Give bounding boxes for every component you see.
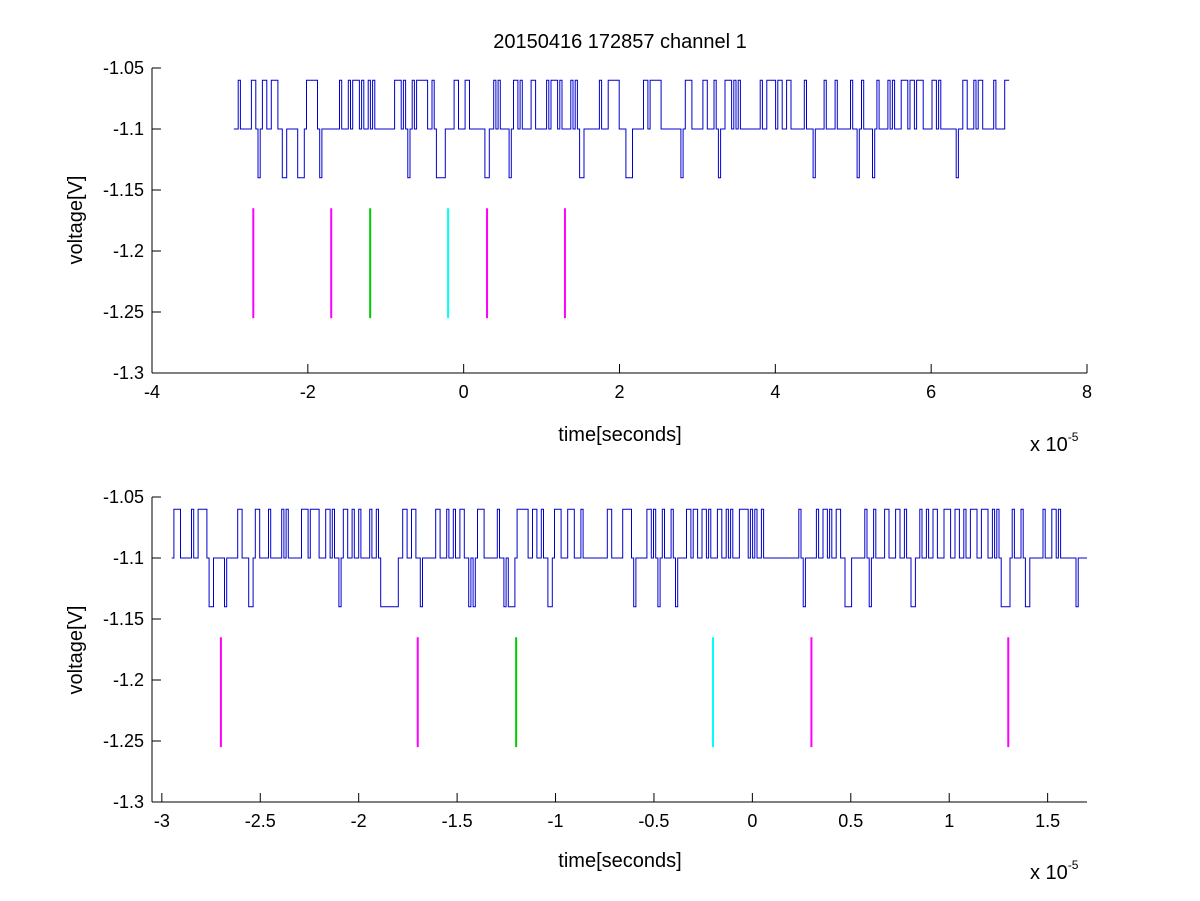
bottom-plot-x-tick-label: -0.5 <box>638 811 669 831</box>
bottom-plot-x-tick-label: -2.5 <box>245 811 276 831</box>
top-plot-y-tick-label: -1.15 <box>103 180 144 200</box>
bottom-plot-x-tick-label: -1 <box>548 811 564 831</box>
top-plot-x-tick-label: 6 <box>926 382 936 402</box>
bottom-plot-signal-line <box>171 508 1087 608</box>
bottom-plot-y-tick-label: -1.25 <box>103 731 144 751</box>
top-plot-xlabel: time[seconds] <box>558 424 681 446</box>
top-plot-x-tick-label: 4 <box>770 382 780 402</box>
top-plot-x-tick-label: -2 <box>300 382 316 402</box>
top-plot: time[seconds] voltage[V] x 10-5 -4 -2 0 2 4 6… <box>65 58 1092 456</box>
bottom-plot-x-tick-label: -2 <box>351 811 367 831</box>
bottom-plot-x-tick-label: 0.5 <box>838 811 863 831</box>
top-plot-x-tick-label: 2 <box>614 382 624 402</box>
bottom-plot-x-exponent: x 10-5 <box>1030 858 1079 884</box>
top-plot-x-tick-label: 8 <box>1082 382 1092 402</box>
top-plot-y-tick-label: -1.1 <box>113 119 144 139</box>
bottom-plot: time[seconds] voltage[V] x 10-5 -3 -2.5 -2… <box>65 487 1087 884</box>
bottom-plot-y-tick-label: -1.3 <box>113 792 144 812</box>
top-plot-x-exponent-base: x 10 <box>1030 434 1068 456</box>
bottom-plot-ylabel: voltage[V] <box>65 606 87 695</box>
bottom-plot-xlabel: time[seconds] <box>558 850 681 872</box>
bottom-plot-x-tick-label: 0 <box>747 811 757 831</box>
bottom-plot-x-tick-label: 1.5 <box>1035 811 1060 831</box>
bottom-plot-x-exponent-power: -5 <box>1068 858 1079 872</box>
top-plot-y-tick-label: -1.3 <box>113 363 144 383</box>
top-plot-y-tick-label: -1.25 <box>103 302 144 322</box>
top-plot-y-tick-label: -1.05 <box>103 58 144 78</box>
bottom-plot-x-tick-label: -1.5 <box>442 811 473 831</box>
bottom-plot-x-exponent-base: x 10 <box>1030 862 1068 884</box>
bottom-plot-y-tick-label: -1.1 <box>113 548 144 568</box>
bottom-plot-x-tick-label: -3 <box>154 811 170 831</box>
bottom-plot-y-tick-label: -1.2 <box>113 670 144 690</box>
bottom-plot-y-tick-label: -1.15 <box>103 609 144 629</box>
top-plot-x-exponent: x 10-5 <box>1030 430 1079 456</box>
top-plot-signal-line <box>233 79 1010 179</box>
bottom-plot-x-tick-label: 1 <box>944 811 954 831</box>
top-plot-ylabel: voltage[V] <box>65 176 87 265</box>
top-plot-x-tick-label: 0 <box>459 382 469 402</box>
bottom-plot-y-tick-label: -1.05 <box>103 487 144 507</box>
top-plot-x-tick-label: -4 <box>144 382 160 402</box>
figure-title: 20150416 172857 channel 1 <box>493 31 747 53</box>
top-plot-x-exponent-power: -5 <box>1068 430 1079 444</box>
top-plot-y-tick-label: -1.2 <box>113 241 144 261</box>
